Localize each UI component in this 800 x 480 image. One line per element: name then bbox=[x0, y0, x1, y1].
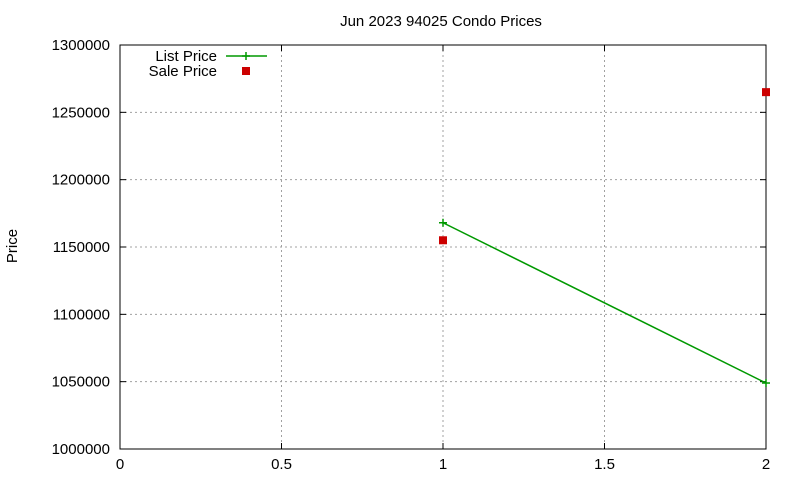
chart-title: Jun 2023 94025 Condo Prices bbox=[340, 13, 542, 30]
legend-swatch-marker bbox=[242, 52, 250, 60]
y-tick-label: 1300000 bbox=[52, 37, 110, 54]
series-list-price bbox=[439, 218, 770, 388]
y-tick-label: 1050000 bbox=[52, 374, 110, 391]
series-layer bbox=[439, 88, 770, 388]
y-axis-label: Price bbox=[4, 229, 21, 263]
legend-swatch-marker bbox=[242, 67, 250, 75]
x-tick-label: 1 bbox=[439, 456, 447, 473]
x-tick-label: 1.5 bbox=[594, 456, 615, 473]
list-price-point bbox=[762, 379, 770, 388]
y-tick-label: 1100000 bbox=[53, 306, 110, 323]
sale-price-point bbox=[439, 236, 447, 245]
x-tick-label: 0.5 bbox=[271, 456, 292, 473]
legend-label: Sale Price bbox=[149, 63, 217, 80]
legend-label: List Price bbox=[155, 48, 217, 65]
list-price-line bbox=[442, 222, 767, 384]
x-tick-label: 2 bbox=[762, 456, 770, 473]
y-tick-label: 1250000 bbox=[52, 104, 110, 121]
legend-item-list-price: List Price bbox=[155, 48, 267, 65]
y-tick-label: 1200000 bbox=[52, 172, 110, 189]
grid-lines bbox=[120, 45, 766, 449]
x-tick-label: 0 bbox=[116, 456, 124, 473]
y-tick-label: 1000000 bbox=[52, 441, 110, 458]
series-sale-price bbox=[439, 88, 770, 245]
axis-ticks: 0 0.5 1 1.5 2 1000000 1050000 1100000 1150000 120… bbox=[52, 37, 771, 473]
list-price-point bbox=[439, 218, 447, 227]
sale-price-point bbox=[762, 88, 770, 97]
y-tick-label: 1150000 bbox=[53, 239, 110, 256]
legend-item-sale-price: Sale Price bbox=[149, 63, 250, 80]
